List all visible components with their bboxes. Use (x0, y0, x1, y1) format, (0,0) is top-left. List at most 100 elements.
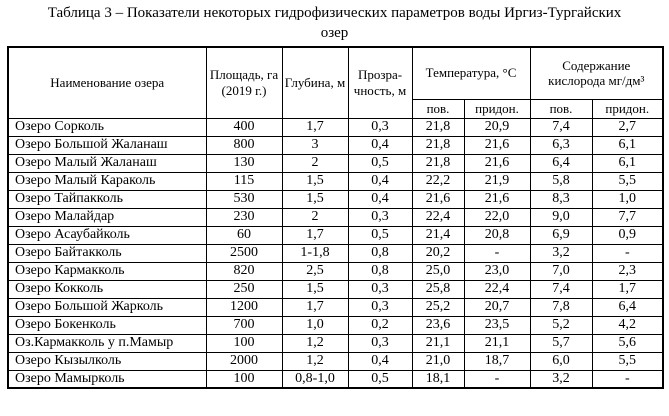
value-cell: 7,8 (529, 297, 593, 317)
value-cell: 0,2 (347, 315, 413, 335)
lake-name-cell: Озеро Малый Жаланаш (7, 153, 207, 173)
value-cell: 21,6 (463, 189, 531, 209)
value-cell: 3,2 (529, 243, 593, 263)
table-row: Озеро Малайдар 230 2 0,3 22,4 22,0 9,0 7,7 (7, 207, 664, 227)
value-cell: 1,7 (591, 279, 664, 299)
value-cell: 1-1,8 (281, 243, 349, 263)
lake-name-cell: Озеро Байтакколь (7, 243, 207, 263)
value-cell: 530 (205, 189, 283, 209)
value-cell: 2,3 (591, 261, 664, 281)
value-cell: 9,0 (529, 207, 593, 227)
table-body: Озеро Сорколь 400 1,7 0,3 21,8 20,9 7,4 2,7 Озер… (7, 117, 664, 389)
value-cell: 20,8 (463, 225, 531, 245)
lake-name-cell: Озеро Малый Караколь (7, 171, 207, 191)
value-cell: 5,8 (529, 171, 593, 191)
value-cell: 20,7 (463, 297, 531, 317)
value-cell: 7,4 (529, 279, 593, 299)
value-cell: 21,9 (463, 171, 531, 191)
value-cell: 1,5 (281, 171, 349, 191)
value-cell: 7,4 (529, 117, 593, 137)
value-cell: 2000 (205, 351, 283, 371)
col-header-depth: Глубина, м (281, 46, 349, 119)
value-cell: 18,1 (411, 369, 465, 389)
table-row: Озеро Байтакколь 2500 1-1,8 0,8 20,2-3,2- (7, 243, 664, 263)
value-cell: 21,6 (463, 153, 531, 173)
value-cell: 6,4 (529, 153, 593, 173)
value-cell: 5,7 (529, 333, 593, 353)
value-cell: 21,8 (411, 135, 465, 155)
value-cell: 700 (205, 315, 283, 335)
table-row: Озеро Асаубайколь 60 1,7 0,5 21,4 20,8 6,9 0,9 (7, 225, 664, 245)
value-cell: 23,0 (463, 261, 531, 281)
value-cell: 0,3 (347, 333, 413, 353)
value-cell: 22,2 (411, 171, 465, 191)
value-cell: 100 (205, 369, 283, 389)
value-cell: 7,7 (591, 207, 664, 227)
value-cell: 5,6 (591, 333, 664, 353)
value-cell: 250 (205, 279, 283, 299)
value-cell: 0,8 (347, 243, 413, 263)
col-header-oxygen-group: Содержание кислорода мг/дм³ (529, 46, 664, 100)
value-cell: 20,2 (411, 243, 465, 263)
value-cell: 0,8-1,0 (281, 369, 349, 389)
table-caption: Таблица 3 – Показатели некоторых гидрофи… (47, 5, 622, 41)
value-cell: 1,2 (281, 351, 349, 371)
value-cell: 1,2 (281, 333, 349, 353)
value-cell: 230 (205, 207, 283, 227)
value-cell: 115 (205, 171, 283, 191)
table-row: Озеро Сорколь 400 1,7 0,3 21,8 20,9 7,4 2,7 (7, 117, 664, 137)
value-cell: 0,3 (347, 207, 413, 227)
value-cell: 0,4 (347, 135, 413, 155)
value-cell: 22,4 (463, 279, 531, 299)
value-cell: 25,8 (411, 279, 465, 299)
table-row: Озеро Мамырколь 100 0,8-1,0 0,5 18,1-3,2- (7, 369, 664, 389)
header-row-groups: Наименование озера Площадь, га (2019 г.)… (7, 46, 664, 119)
lake-name-cell: Озеро Тайпакколь (7, 189, 207, 209)
value-cell: 0,5 (347, 225, 413, 245)
lake-name-cell: Озеро Асаубайколь (7, 225, 207, 245)
value-cell: - (463, 243, 531, 263)
value-cell: 25,0 (411, 261, 465, 281)
lake-name-cell: Оз.Кармакколь у п.Мамыр (7, 333, 207, 353)
value-cell: 0,5 (347, 153, 413, 173)
value-cell: 0,4 (347, 189, 413, 209)
lake-name-cell: Озеро Большой Жаланаш (7, 135, 207, 155)
value-cell: 100 (205, 333, 283, 353)
lake-name-cell: Озеро Большой Жарколь (7, 297, 207, 317)
value-cell: 1,5 (281, 279, 349, 299)
value-cell: 21,8 (411, 153, 465, 173)
value-cell: 0,3 (347, 297, 413, 317)
value-cell: 6,0 (529, 351, 593, 371)
value-cell: 0,5 (347, 369, 413, 389)
value-cell: 25,2 (411, 297, 465, 317)
lake-name-cell: Озеро Бокенколь (7, 315, 207, 335)
value-cell: 1,7 (281, 117, 349, 137)
col-header-lake-name: Наименование озера (7, 46, 207, 119)
value-cell: 21,6 (463, 135, 531, 155)
hydrophysical-parameters-table: Наименование озера Площадь, га (2019 г.)… (7, 46, 665, 389)
value-cell: 3,2 (529, 369, 593, 389)
lake-name-cell: Озеро Сорколь (7, 117, 207, 137)
value-cell: 8,3 (529, 189, 593, 209)
value-cell: 1,5 (281, 189, 349, 209)
value-cell: 21,0 (411, 351, 465, 371)
value-cell: 0,3 (347, 279, 413, 299)
table-row: Озеро Малый Караколь 115 1,5 0,4 22,2 21,9 5,8… (7, 171, 664, 191)
value-cell: 0,9 (591, 225, 664, 245)
lake-name-cell: Озеро Кызылколь (7, 351, 207, 371)
table-row: Оз.Кармакколь у п.Мамыр 100 1,2 0,3 21,1 21,1… (7, 333, 664, 353)
value-cell: 23,6 (411, 315, 465, 335)
table-row: Озеро Большой Жаланаш 800 3 0,4 21,8 21,6 6,3 6… (7, 135, 664, 155)
value-cell: 1200 (205, 297, 283, 317)
col-header-temperature-group: Температура, °С (411, 46, 531, 100)
table-row: Озеро Малый Жаланаш 130 2 0,5 21,8 21,6 6,4 6,1 (7, 153, 664, 173)
value-cell: 2,5 (281, 261, 349, 281)
value-cell: 820 (205, 261, 283, 281)
table-row: Озеро Кокколь 250 1,5 0,3 25,8 22,4 7,4 1,7 (7, 279, 664, 299)
value-cell: 6,4 (591, 297, 664, 317)
value-cell: 21,1 (463, 333, 531, 353)
value-cell: 6,3 (529, 135, 593, 155)
value-cell: 60 (205, 225, 283, 245)
value-cell: 22,4 (411, 207, 465, 227)
